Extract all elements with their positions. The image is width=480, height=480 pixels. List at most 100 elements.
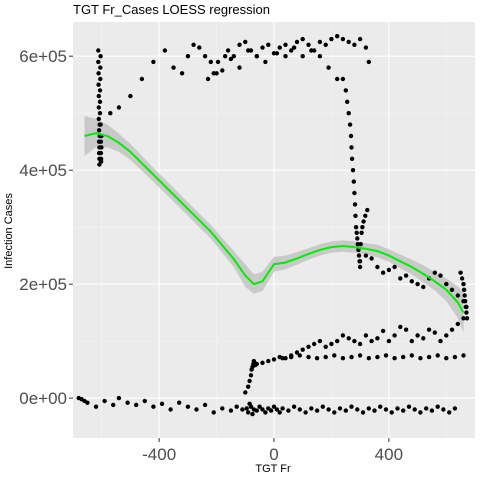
data-point [314, 408, 320, 413]
data-point [447, 410, 452, 415]
data-point [309, 48, 314, 53]
data-point [459, 276, 465, 281]
data-point [383, 353, 389, 358]
data-point [403, 273, 409, 278]
data-point [392, 333, 397, 338]
data-point [352, 202, 358, 207]
data-point [266, 42, 271, 47]
data-point [360, 225, 365, 230]
data-point [306, 354, 311, 360]
data-points [76, 34, 470, 417]
data-point [435, 353, 440, 358]
data-point [358, 242, 363, 247]
data-point [345, 99, 350, 105]
data-point [111, 402, 116, 408]
confidence-band [84, 116, 464, 333]
data-point [398, 276, 403, 281]
data-point [329, 341, 334, 347]
data-point [361, 219, 366, 224]
data-point [234, 404, 239, 409]
data-point [211, 71, 216, 76]
data-point [395, 406, 400, 411]
data-point [116, 105, 122, 110]
data-point [246, 384, 251, 389]
data-point [349, 354, 354, 360]
data-point [452, 354, 458, 360]
data-point [409, 353, 414, 358]
data-point [369, 338, 374, 344]
data-point [98, 150, 104, 156]
data-point [215, 59, 221, 65]
data-point [357, 264, 363, 270]
data-point [363, 333, 369, 338]
data-point [380, 270, 386, 275]
data-point [424, 406, 429, 411]
data-point [320, 404, 325, 409]
data-point [415, 281, 420, 287]
data-point [246, 48, 251, 53]
data-point [340, 356, 346, 361]
data-point [462, 293, 467, 298]
data-point [449, 287, 455, 292]
data-point [369, 256, 374, 261]
data-point [96, 93, 102, 99]
data-point [260, 360, 265, 365]
data-point [260, 407, 265, 412]
data-point [444, 333, 449, 338]
data-point [340, 76, 346, 82]
data-point [177, 400, 182, 405]
y-axis-title: Infection Cases [3, 193, 15, 269]
data-point [257, 404, 262, 409]
data-point [98, 139, 104, 144]
data-point [389, 410, 394, 415]
data-point [363, 213, 368, 218]
data-point [277, 45, 282, 50]
data-point [356, 253, 362, 258]
data-point [294, 39, 300, 45]
data-point [151, 404, 156, 409]
data-point [335, 34, 340, 39]
data-point [99, 145, 104, 150]
data-point [205, 76, 211, 82]
data-point [438, 273, 443, 278]
data-point [326, 407, 331, 412]
data-point [380, 328, 386, 334]
data-point [96, 82, 101, 87]
data-point [202, 402, 208, 408]
data-point [300, 347, 305, 352]
data-point [185, 54, 191, 59]
y-tick-label: 0e+00 [19, 389, 67, 408]
data-point [438, 338, 443, 344]
x-tick-label: -400 [142, 445, 176, 464]
data-point [444, 281, 449, 287]
data-point [268, 408, 274, 413]
y-tick-label: 2e+05 [19, 275, 67, 294]
data-point [352, 190, 357, 196]
y-axis-ticks: 0e+00 2e+05 4e+05 6e+05 [19, 47, 73, 408]
data-point [366, 356, 371, 361]
data-point [98, 65, 103, 70]
data-point [208, 59, 213, 65]
data-point [349, 145, 354, 150]
data-point [383, 407, 389, 412]
data-point [274, 407, 280, 412]
data-point [366, 59, 371, 65]
data-point [461, 353, 466, 358]
data-point [343, 88, 348, 93]
data-point [98, 76, 103, 82]
data-point [464, 316, 470, 321]
data-point [300, 36, 305, 42]
data-point [398, 324, 403, 330]
data-point [366, 406, 371, 411]
x-axis-ticks: -400 0 400 [142, 438, 403, 464]
data-point [340, 36, 346, 42]
data-point [194, 407, 199, 412]
data-point [409, 279, 414, 284]
data-point [263, 410, 268, 415]
data-point [412, 407, 417, 412]
data-point [435, 404, 440, 409]
data-point [409, 338, 414, 344]
data-point [211, 410, 216, 415]
